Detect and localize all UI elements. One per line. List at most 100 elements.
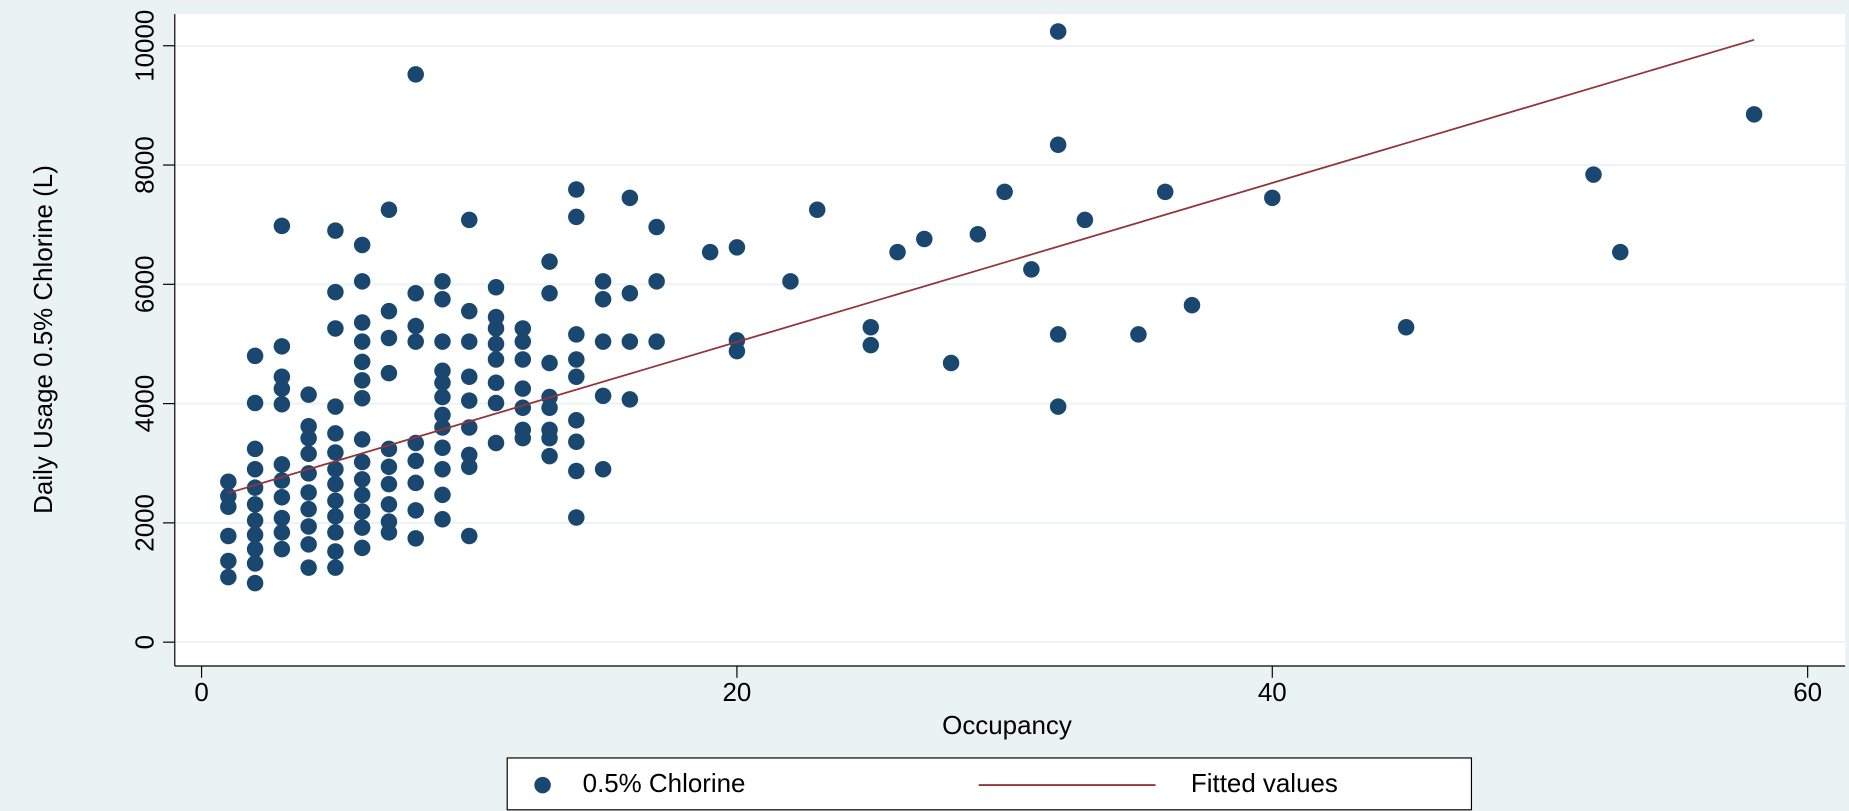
data-point xyxy=(327,222,344,239)
data-point xyxy=(380,475,398,493)
data-point xyxy=(916,230,933,248)
data-point xyxy=(487,320,505,337)
legend-label: Fitted values xyxy=(1191,770,1338,798)
data-point xyxy=(273,540,291,558)
data-point xyxy=(300,518,317,535)
data-point xyxy=(460,527,478,545)
data-point xyxy=(487,351,505,368)
data-point xyxy=(273,488,291,506)
data-point xyxy=(300,559,317,576)
data-point xyxy=(434,362,451,380)
data-point xyxy=(327,524,344,541)
data-point xyxy=(220,552,237,570)
data-point xyxy=(568,181,585,198)
data-point xyxy=(514,429,532,447)
data-point xyxy=(246,526,264,544)
y-tick-label: 0 xyxy=(131,635,159,649)
data-point xyxy=(353,389,371,407)
data-point xyxy=(380,458,398,476)
data-point xyxy=(273,368,291,386)
data-point xyxy=(487,394,505,412)
data-point xyxy=(541,429,558,447)
data-point xyxy=(380,302,398,320)
data-point xyxy=(728,342,746,360)
data-point xyxy=(568,412,585,429)
data-point xyxy=(327,425,344,442)
data-point xyxy=(434,439,451,456)
data-point xyxy=(353,453,371,471)
data-point xyxy=(353,503,371,520)
data-point xyxy=(514,333,532,350)
data-point xyxy=(220,527,237,545)
data-point xyxy=(487,335,505,353)
data-point xyxy=(648,333,665,350)
data-point xyxy=(728,239,746,256)
data-point xyxy=(407,317,424,335)
data-point xyxy=(862,336,880,354)
data-point xyxy=(327,283,344,301)
data-point xyxy=(220,473,237,490)
data-point xyxy=(353,471,371,488)
data-point xyxy=(380,496,398,513)
data-point xyxy=(460,446,478,464)
x-tick-label: 40 xyxy=(1258,679,1287,707)
data-point xyxy=(407,502,424,519)
data-point xyxy=(969,225,987,243)
data-point xyxy=(327,508,344,525)
data-point xyxy=(648,273,665,290)
data-point xyxy=(1049,326,1067,343)
data-point xyxy=(1130,326,1147,343)
data-point xyxy=(407,285,424,302)
data-point xyxy=(1585,166,1602,183)
data-point xyxy=(246,555,264,572)
data-point xyxy=(460,333,478,350)
data-point xyxy=(1612,243,1629,261)
data-point xyxy=(353,431,371,448)
data-point xyxy=(327,460,344,478)
data-point xyxy=(407,474,424,492)
data-point xyxy=(300,445,317,462)
legend-box xyxy=(506,757,1473,811)
data-point xyxy=(353,236,371,254)
data-point xyxy=(353,353,371,371)
data-point xyxy=(460,392,478,409)
data-point xyxy=(487,279,505,296)
data-point xyxy=(353,314,371,331)
data-point xyxy=(1183,296,1201,314)
x-axis-title: Occupancy xyxy=(942,712,1072,740)
data-point xyxy=(300,386,317,403)
data-point xyxy=(594,333,612,350)
data-point xyxy=(327,559,344,576)
data-point xyxy=(300,429,317,447)
data-point xyxy=(353,486,371,504)
data-point xyxy=(568,208,585,226)
data-point xyxy=(300,465,317,482)
data-point xyxy=(594,290,612,308)
data-point xyxy=(487,308,505,326)
data-point xyxy=(353,539,371,557)
data-point xyxy=(782,273,799,290)
data-point xyxy=(380,201,398,219)
fitted-line xyxy=(228,38,1755,494)
data-point xyxy=(353,273,371,290)
data-point xyxy=(1397,319,1415,336)
data-point xyxy=(327,543,344,560)
data-point xyxy=(487,434,505,452)
data-point xyxy=(327,320,344,337)
data-point xyxy=(327,475,344,493)
data-point xyxy=(353,519,371,536)
x-tick-label: 20 xyxy=(723,679,752,707)
data-point xyxy=(300,418,317,435)
data-point xyxy=(621,285,639,302)
y-tick-label: 6000 xyxy=(131,255,159,313)
data-point xyxy=(434,333,451,350)
data-point xyxy=(621,189,639,207)
data-point xyxy=(246,512,264,529)
data-point xyxy=(380,329,398,347)
data-point xyxy=(460,302,478,320)
y-tick-label: 4000 xyxy=(131,375,159,433)
data-point xyxy=(380,364,398,382)
data-point xyxy=(568,351,585,368)
